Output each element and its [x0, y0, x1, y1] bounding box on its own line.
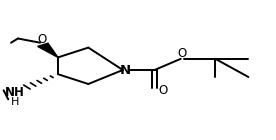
Text: NH: NH — [5, 86, 25, 99]
Text: O: O — [158, 84, 168, 97]
Polygon shape — [38, 43, 58, 57]
Text: H: H — [10, 96, 19, 107]
Text: O: O — [177, 47, 187, 60]
Text: N: N — [120, 64, 131, 76]
Text: O: O — [38, 33, 47, 46]
